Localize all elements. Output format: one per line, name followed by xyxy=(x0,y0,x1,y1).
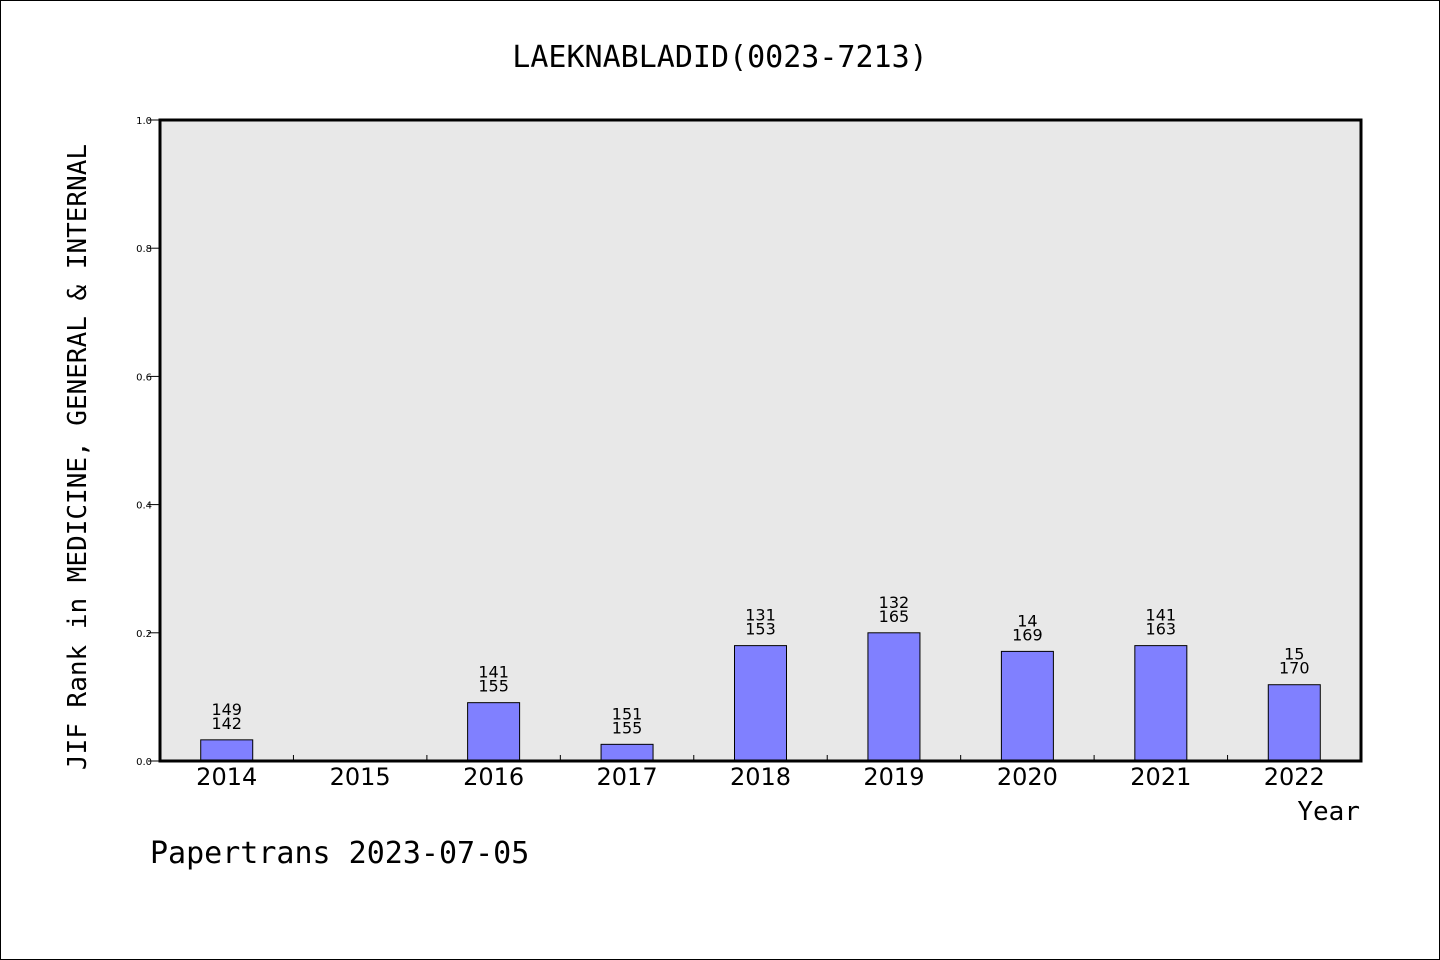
x-tick-label-2016: 2016 xyxy=(463,763,524,791)
x-axis: 2014 2015 2016 2017 2018 2019 2020 2021 2022 xyxy=(196,755,1325,791)
y-tick-label-0.6: 0.6 xyxy=(136,372,152,383)
data-label-bottom-2017: 155 xyxy=(612,718,643,737)
x-tick-label-2017: 2017 xyxy=(597,763,658,791)
y-tick-label-0.4: 0.4 xyxy=(136,501,152,512)
bar-2014 xyxy=(200,739,254,762)
data-label-bottom-2021: 163 xyxy=(1146,620,1177,639)
x-tick-label-2021: 2021 xyxy=(1130,763,1191,791)
data-label-bottom-2018: 153 xyxy=(745,620,776,639)
data-label-top-2022: 15 xyxy=(1284,645,1304,664)
y-tick-label-1.0: 1.0 xyxy=(136,116,152,127)
y-tick-label-0.2: 0.2 xyxy=(136,629,152,640)
y-axis-label: JIF Rank in MEDICINE, GENERAL & INTERNAL xyxy=(63,144,93,770)
data-label-top-2016: 141 xyxy=(478,663,509,682)
x-tick-label-2019: 2019 xyxy=(863,763,924,791)
x-tick-label-2020: 2020 xyxy=(997,763,1058,791)
x-axis-label: Year xyxy=(1297,797,1360,827)
x-tick-label-2022: 2022 xyxy=(1264,763,1325,791)
y-axis: 0.0 0.2 0.4 0.6 0.8 1.0 xyxy=(136,116,160,768)
data-label-top-2019: 132 xyxy=(879,593,910,612)
x-tick-label-2018: 2018 xyxy=(730,763,791,791)
bar-2020 xyxy=(1000,650,1054,762)
data-label-top-2014: 149 xyxy=(211,700,242,719)
footer-credit: Papertrans 2023-07-05 xyxy=(150,836,529,871)
data-label-bottom-2016: 155 xyxy=(478,677,509,696)
x-tick-label-2014: 2014 xyxy=(196,763,257,791)
data-label-bottom-2020: 169 xyxy=(1012,625,1043,644)
bar-2017 xyxy=(600,743,654,762)
data-label-bottom-2019: 165 xyxy=(879,607,910,626)
data-label-top-2021: 141 xyxy=(1146,606,1177,625)
bar-2021 xyxy=(1134,645,1188,762)
data-label-top-2017: 151 xyxy=(612,704,643,723)
data-label-bottom-2022: 170 xyxy=(1279,659,1310,678)
bar-2022 xyxy=(1267,684,1321,762)
y-tick-label-0.0: 0.0 xyxy=(136,757,152,768)
y-tick-label-0.8: 0.8 xyxy=(136,244,152,255)
x-tick-label-2015: 2015 xyxy=(330,763,391,791)
chart-title: LAEKNABLADID(0023-7213) xyxy=(512,40,927,75)
plot-border xyxy=(158,118,1363,763)
data-label-top-2018: 131 xyxy=(745,606,776,625)
data-label-top-2020: 14 xyxy=(1017,611,1037,630)
bars-layer xyxy=(200,632,1321,762)
data-label-bottom-2014: 142 xyxy=(211,714,242,733)
bar-2019 xyxy=(867,632,921,762)
bar-2016 xyxy=(467,702,521,762)
bar-2018 xyxy=(734,645,787,762)
